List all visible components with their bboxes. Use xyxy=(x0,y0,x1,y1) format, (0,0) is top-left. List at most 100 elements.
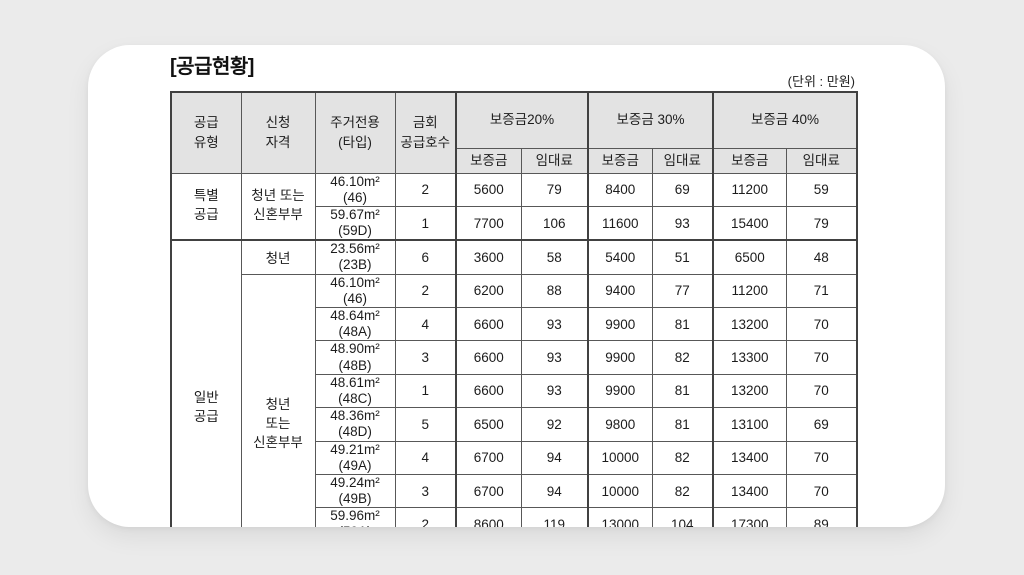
rent20-cell: 93 xyxy=(520,340,589,375)
page-title: [공급현황] xyxy=(170,56,254,78)
supply-status-table: 공급 유형 신청 자격 주거전용 (타입) 금회 공급호수 보증금20% 보증금… xyxy=(170,91,858,527)
rent20-cell: 94 xyxy=(520,440,589,475)
rent40-cell: 71 xyxy=(785,273,858,309)
rent40-cell: 70 xyxy=(785,306,858,342)
deposit20-cell: 6500 xyxy=(455,407,522,442)
table-row: 48.64m² (48A) 4 6600 93 9900 81 13200 70 xyxy=(171,306,858,342)
deposit30-cell: 13000 xyxy=(587,507,653,527)
unit-count-cell: 2 xyxy=(394,273,457,309)
qualification-cell: 청년 또는 신혼부부 xyxy=(240,172,316,241)
deposit20-cell: 6600 xyxy=(455,340,522,375)
rent30-cell: 81 xyxy=(651,373,714,409)
table-row: 59.96m² (59A) 2 8600 119 13000 104 17300… xyxy=(171,507,858,527)
area-type-cell: 59.96m² (59A) xyxy=(314,507,396,527)
col-header-deposit30-group: 보증금 30% xyxy=(587,91,714,149)
unit-note: (단위 : 만원) xyxy=(787,74,855,89)
area-type-cell: 48.64m² (48A) xyxy=(314,306,396,342)
rent30-cell: 51 xyxy=(651,239,714,275)
area-type-cell: 46.10m² (46) xyxy=(314,273,396,309)
rent40-cell: 59 xyxy=(785,172,858,207)
header-row-sub: 보증금 임대료 보증금 임대료 보증금 임대료 xyxy=(171,147,858,174)
unit-count-cell: 2 xyxy=(394,507,457,527)
unit-count-cell: 5 xyxy=(394,407,457,442)
rent30-cell: 81 xyxy=(651,306,714,342)
deposit20-cell: 5600 xyxy=(455,172,522,207)
deposit20-cell: 8600 xyxy=(455,507,522,527)
content-card: [공급현황] (단위 : 만원) 공급 유형 신청 자격 주거전용 (타입) 금… xyxy=(88,45,945,527)
rent40-cell: 89 xyxy=(785,507,858,527)
deposit40-cell: 13400 xyxy=(712,440,787,475)
rent40-cell: 79 xyxy=(785,205,858,241)
col-header-rent: 임대료 xyxy=(520,147,589,174)
area-type-cell: 23.56m² (23B) xyxy=(314,239,396,275)
deposit40-cell: 13300 xyxy=(712,340,787,375)
rent20-cell: 94 xyxy=(520,473,589,509)
table-row: 48.61m² (48C) 1 6600 93 9900 81 13200 70 xyxy=(171,373,858,409)
area-type-cell: 48.36m² (48D) xyxy=(314,407,396,442)
qualification-cell: 청년 또는 신혼부부 xyxy=(240,273,316,527)
deposit40-cell: 13400 xyxy=(712,473,787,509)
deposit30-cell: 10000 xyxy=(587,473,653,509)
header-row-groups: 공급 유형 신청 자격 주거전용 (타입) 금회 공급호수 보증금20% 보증금… xyxy=(170,91,858,174)
rent20-cell: 119 xyxy=(520,507,589,527)
deposit20-cell: 6200 xyxy=(455,273,522,309)
col-header-area-type: 주거전용 (타입) xyxy=(314,91,396,174)
deposit20-cell: 6600 xyxy=(455,373,522,409)
deposit20-cell: 7700 xyxy=(455,205,522,241)
col-header-deposit: 보증금 xyxy=(455,147,522,174)
unit-count-cell: 3 xyxy=(394,340,457,375)
area-type-cell: 59.67m² (59D) xyxy=(314,205,396,241)
unit-count-cell: 2 xyxy=(394,172,457,207)
unit-count-cell: 4 xyxy=(394,440,457,475)
deposit30-cell: 9900 xyxy=(587,306,653,342)
unit-count-cell: 4 xyxy=(394,306,457,342)
table-row: 59.67m² (59D) 1 7700 106 11600 93 15400 … xyxy=(171,205,858,241)
rent20-cell: 88 xyxy=(520,273,589,309)
table-row: 48.36m² (48D) 5 6500 92 9800 81 13100 69 xyxy=(171,407,858,442)
deposit20-cell: 6700 xyxy=(455,440,522,475)
rent20-cell: 92 xyxy=(520,407,589,442)
deposit40-cell: 13200 xyxy=(712,373,787,409)
table-row: 일반 공급 청년 23.56m² (23B) 6 3600 58 5400 51… xyxy=(170,239,858,527)
deposit30-cell: 11600 xyxy=(587,205,653,241)
rent40-cell: 48 xyxy=(785,239,858,275)
col-header-deposit20-group: 보증금20% xyxy=(455,91,589,149)
area-type-cell: 49.24m² (49B) xyxy=(314,473,396,509)
col-header-supply-units: 금회 공급호수 xyxy=(394,91,457,174)
table-row: 특별 공급 청년 또는 신혼부부 46.10m² (46) 2 5600 79 … xyxy=(170,172,858,241)
rent30-cell: 82 xyxy=(651,440,714,475)
deposit30-cell: 9900 xyxy=(587,373,653,409)
rent20-cell: 93 xyxy=(520,373,589,409)
unit-count-cell: 1 xyxy=(394,205,457,241)
deposit40-cell: 17300 xyxy=(712,507,787,527)
deposit40-cell: 6500 xyxy=(712,239,787,275)
col-header-deposit: 보증금 xyxy=(587,147,653,174)
rent20-cell: 79 xyxy=(520,172,589,207)
deposit30-cell: 9900 xyxy=(587,340,653,375)
rent30-cell: 69 xyxy=(651,172,714,207)
col-header-qualification: 신청 자격 xyxy=(240,91,316,174)
deposit40-cell: 11200 xyxy=(712,273,787,309)
deposit20-cell: 6700 xyxy=(455,473,522,509)
rent30-cell: 82 xyxy=(651,473,714,509)
area-type-cell: 46.10m² (46) xyxy=(314,172,396,207)
rent40-cell: 70 xyxy=(785,473,858,509)
col-header-rent: 임대료 xyxy=(651,147,714,174)
col-header-deposit: 보증금 xyxy=(712,147,787,174)
deposit30-cell: 5400 xyxy=(587,239,653,275)
rent40-cell: 70 xyxy=(785,340,858,375)
table-row: 청년 또는 신혼부부 46.10m² (46) 2 6200 88 9400 7… xyxy=(171,273,858,527)
table-row: 49.21m² (49A) 4 6700 94 10000 82 13400 7… xyxy=(171,440,858,475)
unit-count-cell: 3 xyxy=(394,473,457,509)
unit-count-cell: 1 xyxy=(394,373,457,409)
deposit30-cell: 8400 xyxy=(587,172,653,207)
table-row: 48.90m² (48B) 3 6600 93 9900 82 13300 70 xyxy=(171,340,858,375)
rent20-cell: 93 xyxy=(520,306,589,342)
col-header-rent: 임대료 xyxy=(785,147,858,174)
deposit40-cell: 11200 xyxy=(712,172,787,207)
rent20-cell: 106 xyxy=(520,205,589,241)
rent30-cell: 77 xyxy=(651,273,714,309)
rent30-cell: 93 xyxy=(651,205,714,241)
rent30-cell: 82 xyxy=(651,340,714,375)
col-header-supply-type: 공급 유형 xyxy=(170,91,242,174)
